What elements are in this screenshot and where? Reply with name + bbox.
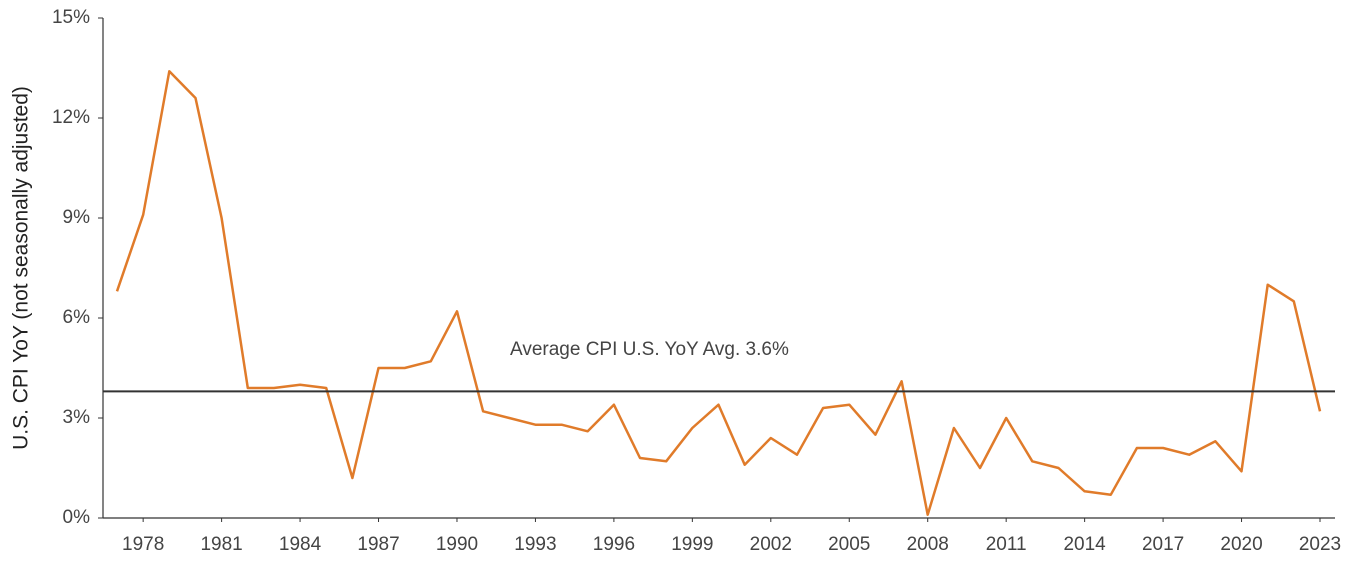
x-tick-label: 2005 (828, 534, 870, 555)
x-tick-label: 2002 (750, 534, 792, 555)
x-tick-label: 2014 (1063, 534, 1106, 555)
y-tick-label: 9% (63, 207, 91, 228)
x-tick-label: 2020 (1220, 534, 1262, 555)
x-tick-label: 1987 (357, 534, 399, 555)
x-tick-label: 1981 (200, 534, 242, 555)
y-tick-label: 0% (63, 507, 91, 528)
x-tick-label: 2011 (986, 534, 1027, 555)
x-tick-label: 2023 (1299, 534, 1341, 555)
data-line (115, 70, 1322, 516)
y-tick-label: 15% (52, 7, 90, 28)
x-tick-label: 2017 (1142, 534, 1184, 555)
x-tick-label: 1978 (122, 534, 164, 555)
x-tick-label: 1990 (436, 534, 478, 555)
x-tick-label: 1996 (593, 534, 635, 555)
y-tick-label: 6% (63, 307, 91, 328)
y-axis-label: U.S. CPI YoY (not seasonally adjusted) (10, 86, 33, 450)
x-tick-label: 2008 (907, 534, 949, 555)
y-tick-label: 12% (52, 107, 90, 128)
x-tick-label: 1993 (514, 534, 556, 555)
x-tick-label: 1999 (671, 534, 713, 555)
x-tick-label: 1984 (279, 534, 322, 555)
annotation: Average CPI U.S. YoY Avg. 3.6% (510, 339, 789, 360)
y-tick-label: 3% (63, 407, 91, 428)
